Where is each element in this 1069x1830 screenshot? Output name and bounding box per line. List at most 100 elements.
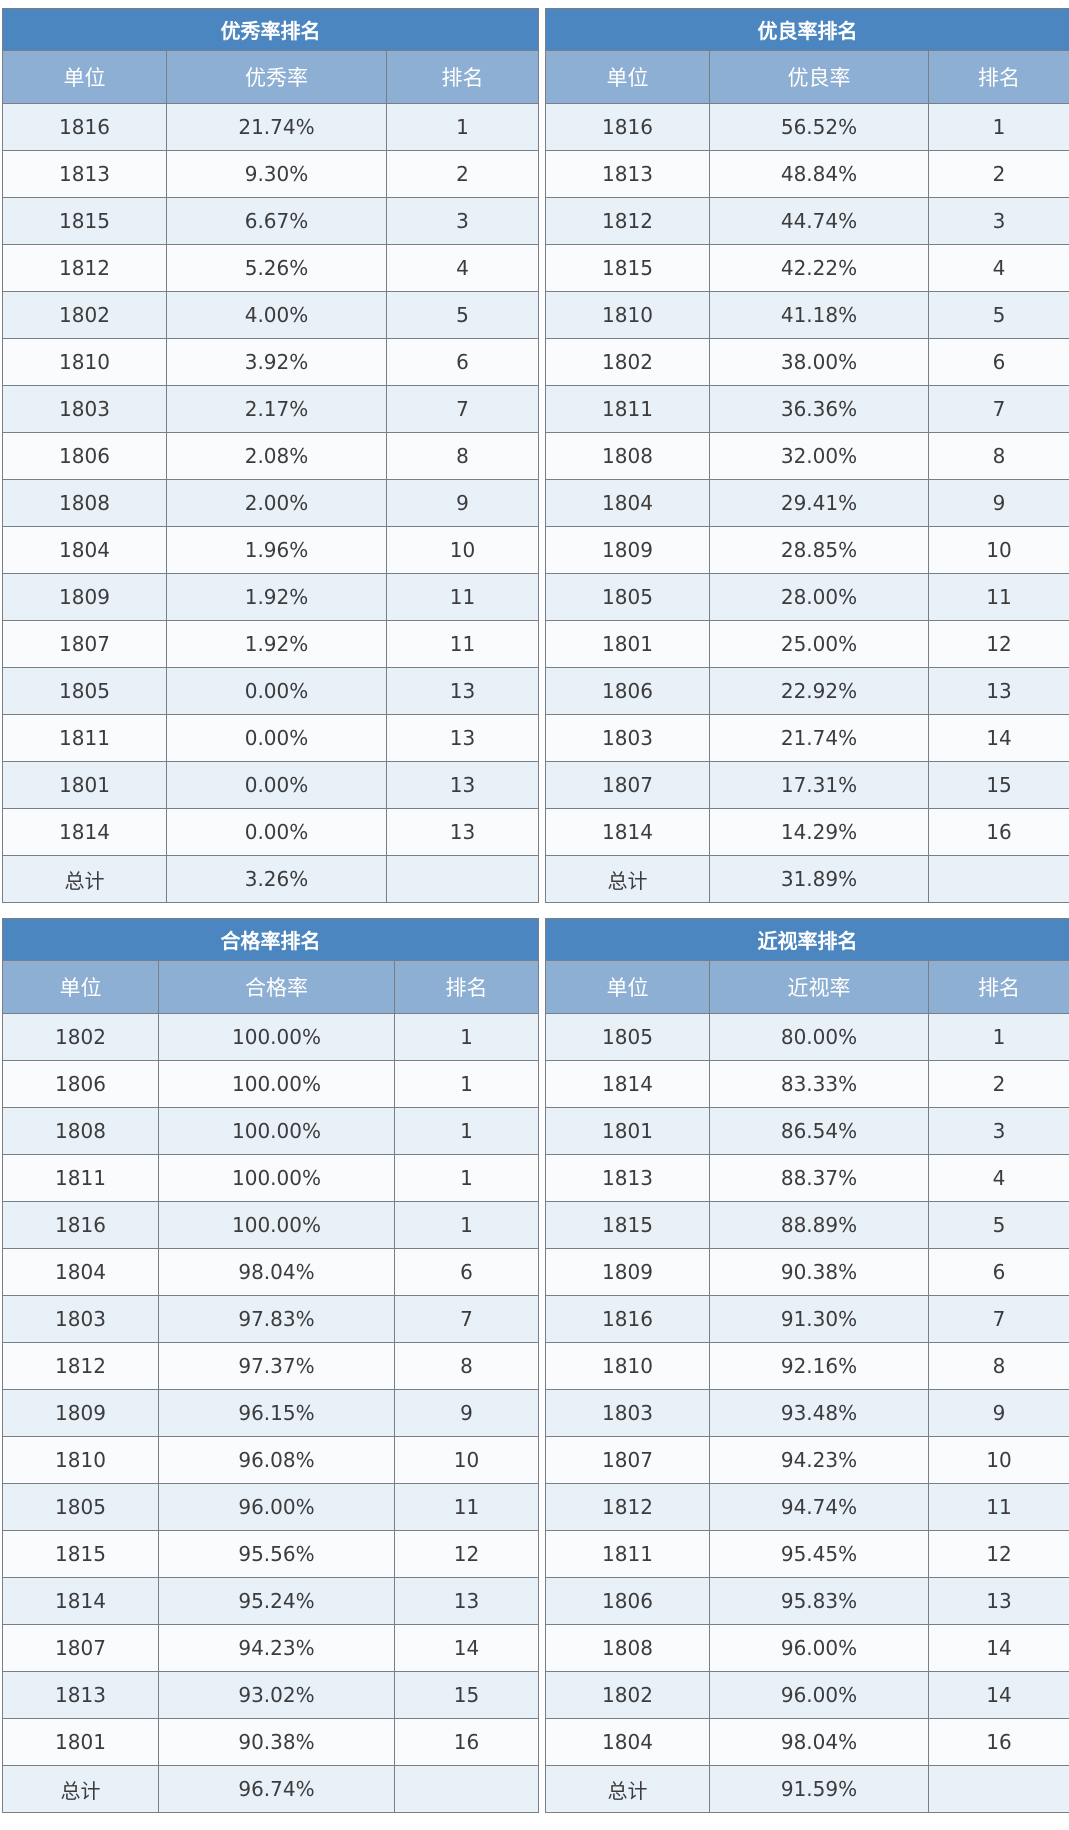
table-row: 1808 32.00% 8 (545, 432, 1069, 480)
pass-rate-ranking-table: 合格率排名 单位 合格率 排名 1802 100.00% 1 1806 100.00% 1… (1, 918, 540, 1813)
unit-cell: 1802 (2, 1013, 159, 1061)
unit-cell: 1814 (545, 808, 710, 856)
rank-cell: 13 (385, 714, 540, 762)
table-row: 1809 28.85% 10 (545, 526, 1069, 574)
table-row: 1808 2.00% 9 (2, 479, 540, 527)
unit-cell: 1806 (545, 1577, 710, 1625)
rank-cell: 14 (393, 1624, 540, 1672)
column-header-unit: 单位 (545, 50, 710, 104)
unit-cell: 1804 (2, 1248, 159, 1296)
rank-cell: 3 (927, 1107, 1069, 1155)
rate-cell: 94.23% (158, 1624, 395, 1672)
rank-cell: 2 (927, 150, 1069, 198)
column-header-rate: 合格率 (158, 960, 395, 1014)
good-rate-ranking-table: 优良率排名 单位 优良率 排名 1816 56.52% 1 1813 48.84% 2 18… (544, 8, 1069, 903)
unit-cell: 1802 (2, 291, 167, 339)
column-header-unit: 单位 (2, 960, 159, 1014)
unit-cell: 1815 (2, 1530, 159, 1578)
unit-cell: 1810 (545, 291, 710, 339)
unit-cell: 1812 (2, 1342, 159, 1390)
column-header-unit: 单位 (545, 960, 710, 1014)
table-row: 1815 88.89% 5 (545, 1201, 1069, 1249)
rank-cell: 5 (927, 291, 1069, 339)
excellent-rate-table: 优秀率排名 单位 优秀率 排名 1816 21.74% 1 1813 9.30% 2 181… (1, 8, 540, 903)
rate-cell: 91.59% (709, 1765, 929, 1813)
rank-cell (927, 855, 1069, 903)
unit-cell: 1801 (2, 1718, 159, 1766)
rank-cell: 1 (385, 103, 540, 151)
table-row: 1801 86.54% 3 (545, 1107, 1069, 1155)
rate-cell: 25.00% (709, 620, 929, 668)
unit-cell: 1807 (2, 1624, 159, 1672)
unit-cell: 1811 (545, 1530, 710, 1578)
rank-cell: 11 (927, 1483, 1069, 1531)
rate-cell: 28.00% (709, 573, 929, 621)
column-header-unit: 单位 (2, 50, 167, 104)
rank-cell: 14 (927, 1624, 1069, 1672)
rank-cell: 10 (927, 1436, 1069, 1484)
rate-cell: 88.37% (709, 1154, 929, 1202)
rate-cell: 96.00% (709, 1624, 929, 1672)
rank-cell: 13 (393, 1577, 540, 1625)
column-header-rate: 近视率 (709, 960, 929, 1014)
unit-cell: 1803 (545, 714, 710, 762)
rate-cell: 0.00% (166, 714, 387, 762)
table-row: 1804 98.04% 16 (545, 1718, 1069, 1766)
rank-cell (927, 1765, 1069, 1813)
rank-cell: 16 (927, 1718, 1069, 1766)
rate-cell: 93.02% (158, 1671, 395, 1719)
table-row: 1813 88.37% 4 (545, 1154, 1069, 1202)
rate-cell: 100.00% (158, 1107, 395, 1155)
table-row: 1802 4.00% 5 (2, 291, 540, 339)
rate-cell: 95.45% (709, 1530, 929, 1578)
unit-cell: 1808 (545, 432, 710, 480)
rank-cell: 8 (927, 1342, 1069, 1390)
rank-cell: 1 (927, 1013, 1069, 1061)
unit-cell: 1815 (545, 244, 710, 292)
table-row: 1808 96.00% 14 (545, 1624, 1069, 1672)
unit-cell: 1815 (2, 197, 167, 245)
rank-cell: 16 (927, 808, 1069, 856)
rank-cell (385, 855, 540, 903)
unit-cell: 1803 (545, 1389, 710, 1437)
table-row: 1813 93.02% 15 (2, 1671, 540, 1719)
rate-cell: 5.26% (166, 244, 387, 292)
table-row: 1814 83.33% 2 (545, 1060, 1069, 1108)
rate-cell: 94.23% (709, 1436, 929, 1484)
rank-cell: 11 (927, 573, 1069, 621)
unit-cell: 1814 (2, 1577, 159, 1625)
rate-cell: 91.30% (709, 1295, 929, 1343)
rate-cell: 100.00% (158, 1013, 395, 1061)
unit-cell: 1810 (545, 1342, 710, 1390)
table-row: 1810 92.16% 8 (545, 1342, 1069, 1390)
table-title: 近视率排名 (544, 918, 1069, 961)
table-row: 1803 21.74% 14 (545, 714, 1069, 762)
unit-cell: 1814 (2, 808, 167, 856)
table-row: 1803 93.48% 9 (545, 1389, 1069, 1437)
table-row: 1803 97.83% 7 (2, 1295, 540, 1343)
rate-cell: 1.92% (166, 620, 387, 668)
unit-cell: 1809 (2, 573, 167, 621)
rank-cell: 4 (927, 244, 1069, 292)
rank-cell: 12 (927, 620, 1069, 668)
unit-cell: 1807 (545, 1436, 710, 1484)
table-row: 1814 14.29% 16 (545, 808, 1069, 856)
table-row: 1815 42.22% 4 (545, 244, 1069, 292)
table-row: 1810 3.92% 6 (2, 338, 540, 386)
unit-cell: 1809 (2, 1389, 159, 1437)
table-row: 1809 96.15% 9 (2, 1389, 540, 1437)
rank-cell: 9 (385, 479, 540, 527)
total-row: 总计 96.74% (2, 1765, 540, 1813)
table-row: 1807 94.23% 10 (545, 1436, 1069, 1484)
table-row: 1809 90.38% 6 (545, 1248, 1069, 1296)
excellent-rate-ranking-table: 优秀率排名 单位 优秀率 排名 1816 21.74% 1 1813 9.30% 2 181… (1, 8, 540, 903)
table-row: 1811 36.36% 7 (545, 385, 1069, 433)
unit-cell: 1811 (2, 714, 167, 762)
table-row: 1806 2.08% 8 (2, 432, 540, 480)
unit-cell: 1809 (545, 1248, 710, 1296)
rank-cell: 3 (927, 197, 1069, 245)
table-row: 1807 1.92% 11 (2, 620, 540, 668)
rate-cell: 28.85% (709, 526, 929, 574)
unit-cell: 1801 (545, 1107, 710, 1155)
